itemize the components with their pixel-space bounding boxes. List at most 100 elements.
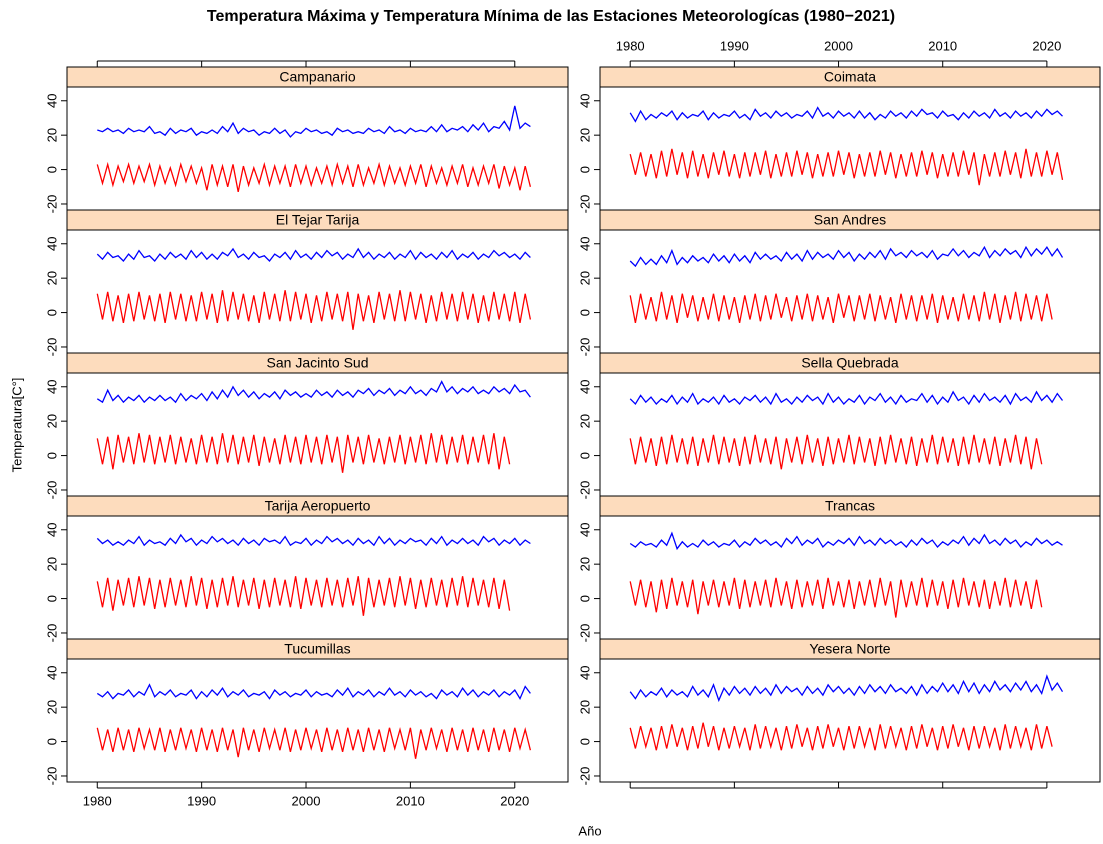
y-tick-label: 40 bbox=[577, 666, 592, 680]
y-tick-label: 20 bbox=[44, 128, 59, 142]
y-tick-label: 0 bbox=[44, 738, 59, 745]
y-tick-label: 0 bbox=[577, 595, 592, 602]
series-group bbox=[96, 683, 532, 759]
y-tick-label: -20 bbox=[44, 624, 59, 643]
temperature-line bbox=[96, 161, 532, 193]
y-tick-label: -20 bbox=[577, 624, 592, 643]
temperature-line bbox=[629, 106, 1063, 123]
y-tick-label: 20 bbox=[577, 271, 592, 285]
y-tick-label: 40 bbox=[577, 523, 592, 537]
temperature-line bbox=[629, 390, 1064, 406]
temperature-line bbox=[96, 576, 511, 616]
temperature-line bbox=[97, 105, 531, 138]
y-tick-label: 0 bbox=[577, 452, 592, 459]
temperature-line bbox=[629, 245, 1064, 268]
y-tick-label: 20 bbox=[44, 414, 59, 428]
y-tick-label: 40 bbox=[44, 237, 59, 251]
temperature-line bbox=[96, 380, 531, 404]
y-tick-label: -20 bbox=[577, 195, 592, 214]
panel-title: Tucumillas bbox=[284, 641, 350, 657]
temperature-line bbox=[629, 434, 1043, 470]
y-tick-label: 0 bbox=[44, 166, 59, 173]
y-tick-label: -20 bbox=[577, 481, 592, 500]
panel-title: Tarija Aeropuerto bbox=[265, 498, 371, 514]
x-tick-label-top: 2020 bbox=[1032, 38, 1061, 53]
temperature-line bbox=[629, 148, 1064, 186]
x-tick-label: 2010 bbox=[396, 793, 425, 808]
x-tick-label: 1980 bbox=[83, 793, 112, 808]
x-tick-label-top: 2000 bbox=[824, 38, 853, 53]
panel-title: Yesera Norte bbox=[809, 641, 890, 657]
x-tick-label-top: 1990 bbox=[720, 38, 749, 53]
y-tick-label: -20 bbox=[44, 767, 59, 786]
panel bbox=[66, 86, 569, 211]
temperature-line bbox=[96, 726, 532, 759]
y-tick-label: 0 bbox=[577, 166, 592, 173]
y-tick-label: 0 bbox=[577, 309, 592, 316]
y-tick-label: 20 bbox=[44, 557, 59, 571]
y-tick-label: -20 bbox=[577, 338, 592, 357]
temperature-line bbox=[96, 433, 511, 473]
y-tick-label: -20 bbox=[44, 195, 59, 214]
panel-title: Coimata bbox=[824, 69, 876, 85]
panel bbox=[599, 372, 1101, 497]
temperature-line bbox=[96, 290, 532, 330]
y-tick-label: 40 bbox=[44, 380, 59, 394]
y-tick-label: 40 bbox=[577, 94, 592, 108]
panel bbox=[599, 515, 1101, 640]
y-axis-label: Temperatura[C°] bbox=[9, 378, 24, 473]
series-group bbox=[629, 390, 1064, 470]
series-group bbox=[629, 106, 1064, 186]
x-tick-label-top: 2010 bbox=[928, 38, 957, 53]
panel bbox=[66, 515, 569, 640]
series-group bbox=[629, 531, 1063, 618]
series-group bbox=[96, 105, 532, 193]
panel bbox=[599, 658, 1101, 783]
y-tick-label: 20 bbox=[577, 557, 592, 571]
panel-title: Trancas bbox=[825, 498, 875, 514]
x-tick-label-top: 1980 bbox=[616, 38, 645, 53]
series-group bbox=[629, 245, 1064, 324]
panel-title: San Jacinto Sud bbox=[267, 355, 369, 371]
panel-title: Campanario bbox=[279, 69, 355, 85]
temperature-line bbox=[629, 291, 1053, 324]
temperature-line bbox=[629, 531, 1063, 551]
y-tick-label: 40 bbox=[44, 94, 59, 108]
y-tick-label: 20 bbox=[44, 700, 59, 714]
temperature-line bbox=[96, 683, 531, 701]
panel bbox=[66, 229, 569, 354]
x-axis-label: Año bbox=[578, 823, 601, 838]
y-tick-label: 40 bbox=[44, 666, 59, 680]
y-tick-label: 0 bbox=[44, 595, 59, 602]
y-tick-label: 0 bbox=[44, 452, 59, 459]
y-tick-label: 40 bbox=[44, 523, 59, 537]
y-tick-label: 0 bbox=[44, 309, 59, 316]
y-tick-label: 20 bbox=[577, 128, 592, 142]
y-tick-label: 40 bbox=[577, 380, 592, 394]
y-tick-label: -20 bbox=[577, 767, 592, 786]
x-tick-label: 2000 bbox=[292, 793, 321, 808]
temperature-line bbox=[96, 247, 531, 262]
y-tick-label: 0 bbox=[577, 738, 592, 745]
series-group bbox=[96, 380, 531, 473]
y-tick-label: 20 bbox=[577, 700, 592, 714]
temperature-line bbox=[629, 722, 1053, 751]
chart-title: Temperatura Máxima y Temperatura Mínima … bbox=[207, 8, 895, 25]
x-tick-label: 1990 bbox=[187, 793, 216, 808]
panel-title: San Andres bbox=[814, 212, 886, 228]
y-tick-label: -20 bbox=[44, 481, 59, 500]
y-tick-label: -20 bbox=[44, 338, 59, 357]
panel bbox=[599, 86, 1101, 211]
temperature-line bbox=[629, 577, 1043, 618]
panel-title: Sella Quebrada bbox=[801, 355, 899, 371]
temperature-line bbox=[96, 533, 531, 547]
panel-title: El Tejar Tarija bbox=[276, 212, 360, 228]
y-tick-label: 20 bbox=[44, 271, 59, 285]
y-tick-label: 20 bbox=[577, 414, 592, 428]
y-tick-label: 40 bbox=[577, 237, 592, 251]
panel bbox=[66, 658, 569, 783]
series-group bbox=[629, 674, 1064, 751]
x-tick-label: 2020 bbox=[500, 793, 529, 808]
series-group bbox=[96, 247, 532, 330]
